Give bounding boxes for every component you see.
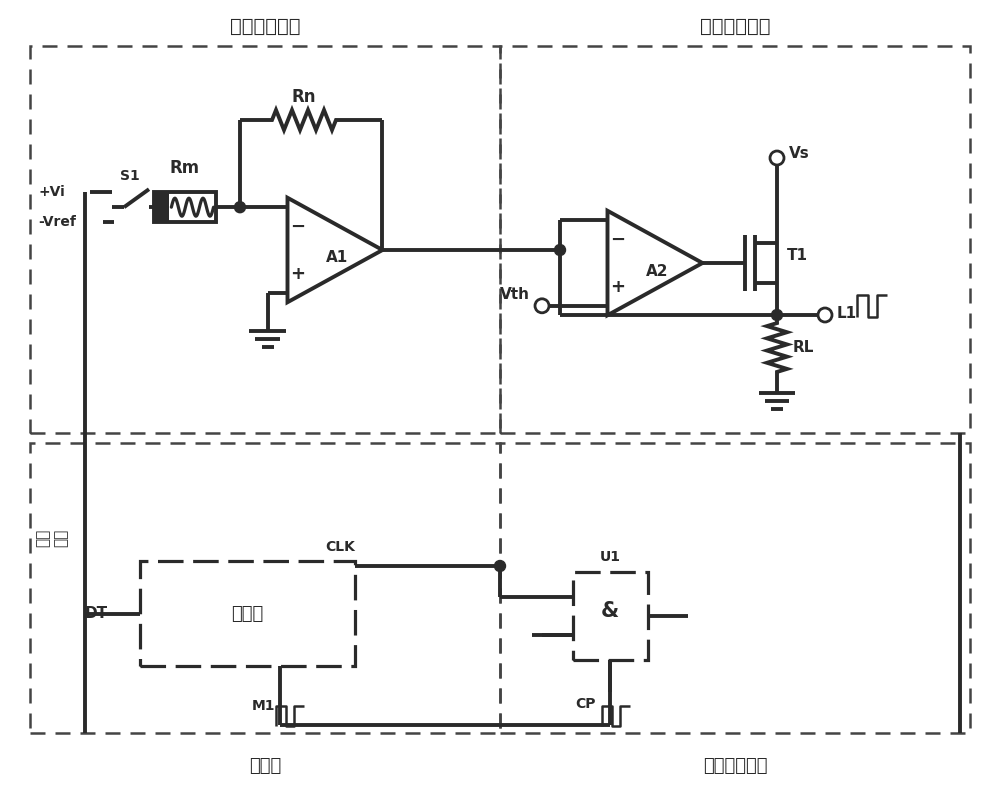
Bar: [500, 443, 970, 733]
Text: -Vref: -Vref: [38, 215, 76, 229]
Text: L1: L1: [837, 306, 857, 321]
Bar: [154, 192, 169, 222]
Circle shape: [234, 202, 246, 213]
Text: Rn: Rn: [292, 88, 316, 106]
Text: CP: CP: [575, 697, 596, 711]
Text: DT: DT: [85, 606, 108, 621]
Text: +: +: [290, 265, 305, 283]
Text: 反相放大电路: 反相放大电路: [230, 17, 300, 35]
Text: 比较转换电路: 比较转换电路: [700, 17, 770, 35]
Text: U1: U1: [600, 550, 620, 564]
Text: 计数器: 计数器: [231, 604, 264, 623]
Text: +: +: [610, 277, 625, 296]
Text: Vth: Vth: [500, 287, 530, 302]
Text: 脉冲控制电路: 脉冲控制电路: [703, 757, 767, 775]
Text: &: &: [601, 601, 619, 621]
Circle shape: [535, 299, 549, 313]
Text: 计数器: 计数器: [249, 757, 281, 775]
Text: Rm: Rm: [170, 159, 200, 177]
Bar: [30, 443, 500, 733]
Text: T1: T1: [787, 247, 808, 262]
Circle shape: [818, 308, 832, 322]
Text: 定时
信号: 定时 信号: [36, 529, 68, 547]
Bar: [154, 192, 216, 222]
Circle shape: [772, 310, 782, 321]
Circle shape: [494, 560, 506, 571]
Bar: [140, 561, 355, 666]
Text: −: −: [290, 217, 305, 236]
Text: +Vi: +Vi: [38, 185, 65, 199]
Text: Vs: Vs: [789, 146, 810, 161]
Bar: [500, 46, 970, 433]
Text: A2: A2: [646, 263, 668, 278]
Circle shape: [554, 244, 566, 255]
Bar: [30, 46, 500, 433]
Text: M1: M1: [252, 699, 275, 713]
Text: A1: A1: [326, 251, 348, 266]
Text: S1: S1: [120, 169, 140, 183]
Text: RL: RL: [793, 340, 814, 355]
Bar: [572, 572, 648, 660]
Text: CLK: CLK: [325, 540, 355, 554]
Circle shape: [770, 151, 784, 165]
Text: −: −: [610, 230, 625, 248]
